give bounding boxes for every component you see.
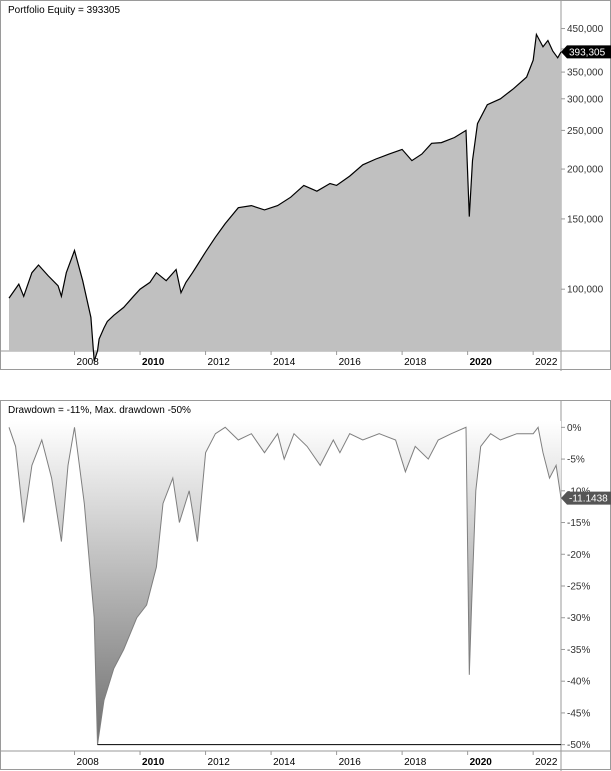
y-tick-label: -50% — [567, 740, 590, 751]
x-tick-label: 2012 — [208, 357, 231, 368]
series-area — [9, 421, 561, 745]
y-tick-label: -30% — [567, 613, 590, 624]
drawdown-chart: 200820102012201420162018202020220%-5%-10… — [1, 401, 611, 771]
x-tick-label: 2020 — [470, 757, 493, 768]
x-tick-label: 2014 — [273, 757, 296, 768]
series-line — [8, 426, 562, 745]
x-tick-label: 2022 — [535, 757, 558, 768]
series-line — [8, 32, 562, 362]
y-tick-label: 350,000 — [567, 68, 604, 79]
y-tick-label: 150,000 — [567, 214, 604, 225]
x-tick-label: 2018 — [404, 357, 427, 368]
y-tick-label: -20% — [567, 550, 590, 561]
y-tick-label: -5% — [567, 455, 585, 466]
x-tick-label: 2010 — [142, 357, 165, 368]
y-tick-label: -35% — [567, 645, 590, 656]
y-tick-label: 100,000 — [567, 285, 604, 296]
last-value-label: 393,305 — [569, 47, 606, 58]
x-tick-label: 2012 — [208, 757, 231, 768]
last-value-tag — [561, 45, 611, 59]
equity-chart: 20082010201220142016201820202022450,0004… — [1, 1, 611, 371]
x-tick-label: 2016 — [339, 757, 362, 768]
equity-chart-title: Portfolio Equity = 393305 — [8, 5, 121, 16]
y-tick-label: 200,000 — [567, 165, 604, 176]
x-tick-label: 2020 — [470, 357, 493, 368]
last-value-tag — [561, 491, 611, 505]
y-tick-label: 300,000 — [567, 94, 604, 105]
y-tick-label: -25% — [567, 582, 590, 593]
y-tick-label: -40% — [567, 677, 590, 688]
x-tick-label: 2008 — [77, 757, 100, 768]
equity-chart-panel: 20082010201220142016201820202022450,0004… — [0, 0, 611, 371]
x-tick-label: 2008 — [77, 357, 100, 368]
y-tick-label: 250,000 — [567, 126, 604, 137]
last-value-label: -11.1438 — [569, 494, 608, 505]
y-tick-label: 0% — [567, 423, 582, 434]
x-tick-label: 2018 — [404, 757, 427, 768]
x-tick-label: 2022 — [535, 357, 558, 368]
x-tick-label: 2010 — [142, 757, 165, 768]
drawdown-chart-title: Drawdown = -11%, Max. drawdown -50% — [8, 405, 191, 416]
drawdown-chart-panel: 200820102012201420162018202020220%-5%-10… — [0, 400, 611, 771]
x-tick-label: 2014 — [273, 357, 296, 368]
x-tick-label: 2016 — [339, 357, 362, 368]
series-area — [9, 34, 561, 362]
y-tick-label: 450,000 — [567, 24, 604, 35]
y-tick-label: -45% — [567, 708, 590, 719]
y-tick-label: -15% — [567, 518, 590, 529]
